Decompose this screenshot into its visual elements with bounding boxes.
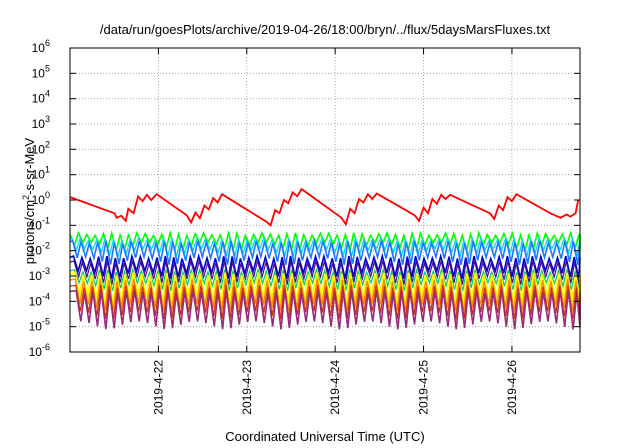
x-tick-label: 2019-4-23	[240, 360, 254, 415]
y-axis-ticks: 10-610-510-410-310-210-11001011021031041…	[29, 38, 580, 359]
y-tick-label: 101	[32, 165, 50, 182]
y-tick-label: 10-2	[29, 241, 50, 258]
y-tick-base: 10	[29, 294, 43, 308]
x-tick-label: 2019-4-22	[151, 360, 165, 415]
series-line	[69, 271, 581, 305]
y-tick-base: 10	[29, 218, 43, 232]
y-tick-label: 105	[32, 63, 50, 80]
y-tick-exp: -1	[42, 215, 50, 225]
y-tick-exp: 4	[45, 89, 50, 99]
y-tick-exp: -5	[42, 317, 50, 327]
y-tick-base: 10	[32, 92, 46, 106]
y-tick-label: 10-1	[29, 215, 50, 232]
y-tick-exp: 1	[45, 165, 50, 175]
y-tick-exp: -2	[42, 241, 50, 251]
x-tick-label: 2019-4-24	[328, 360, 342, 415]
y-tick-base: 10	[32, 66, 46, 80]
y-tick-label: 103	[32, 114, 50, 131]
y-tick-exp: -3	[42, 266, 50, 276]
y-tick-exp: 0	[45, 190, 50, 200]
y-axis-label: protons/cm2-s-sr-MeV	[21, 137, 37, 264]
y-tick-base: 10	[32, 117, 46, 131]
y-tick-label: 106	[32, 38, 50, 55]
y-tick-label: 10-4	[29, 291, 50, 308]
y-tick-label: 100	[32, 190, 50, 207]
y-tick-label: 10-6	[29, 342, 50, 359]
series-line	[69, 252, 581, 279]
y-tick-exp: 3	[45, 114, 50, 124]
y-tick-exp: 6	[45, 38, 50, 48]
y-tick-base: 10	[32, 41, 46, 55]
y-tick-exp: 5	[45, 63, 50, 73]
y-tick-base: 10	[29, 269, 43, 283]
x-tick-label: 2019-4-26	[505, 360, 519, 415]
y-tick-label: 10-3	[29, 266, 50, 283]
y-tick-exp: -6	[42, 342, 50, 352]
y-tick-base: 10	[32, 168, 46, 182]
series-line	[69, 278, 581, 312]
y-tick-base: 10	[32, 142, 46, 156]
y-tick-label: 102	[32, 139, 50, 156]
series-line	[69, 289, 581, 330]
y-axis-label-main: protons/cm	[22, 200, 37, 264]
series-line	[69, 238, 581, 265]
series-line	[69, 187, 580, 227]
y-tick-label: 10-5	[29, 317, 50, 334]
y-tick-base: 10	[29, 320, 43, 334]
x-axis-ticks: 2019-4-22 2019-4-23 2019-4-24 2019-4-25 2019…	[151, 48, 519, 415]
chart-title: /data/run/goesPlots/archive/2019-04-26/1…	[100, 22, 551, 37]
series-line	[69, 258, 581, 285]
y-tick-base: 10	[29, 345, 43, 359]
y-axis-label-sup: 2	[21, 195, 31, 200]
x-axis-label: Coordinated Universal Time (UTC)	[225, 429, 424, 444]
series-line	[69, 229, 581, 254]
y-axis-label-tail: -s-sr-MeV	[22, 137, 37, 194]
y-tick-label: 104	[32, 89, 50, 106]
series-lines	[69, 187, 581, 330]
x-tick-label: 2019-4-25	[417, 360, 431, 415]
y-tick-base: 10	[32, 193, 46, 207]
y-tick-base: 10	[29, 244, 43, 258]
y-tick-exp: -4	[42, 291, 50, 301]
y-tick-exp: 2	[45, 139, 50, 149]
